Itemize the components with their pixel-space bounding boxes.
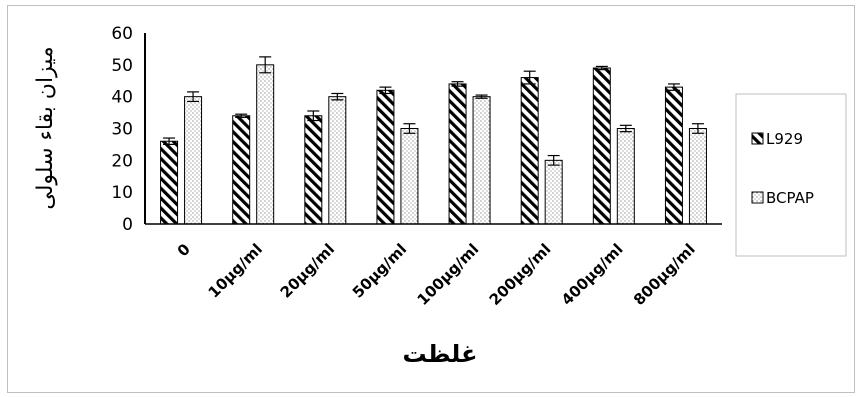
error-bar: [379, 86, 392, 95]
chart-area: [7, 5, 855, 393]
error-bar: [595, 65, 608, 71]
error-bar: [691, 123, 704, 134]
legend-box: [735, 93, 847, 257]
error-bar: [331, 92, 344, 101]
legend-label-bcpap: BCPAP: [766, 189, 814, 207]
x-tick-label: 800µg/ml: [630, 240, 699, 309]
bar-bcpap-6: [616, 128, 635, 225]
bar-bcpap-4: [472, 96, 491, 225]
legend-swatch-bcpap: [751, 191, 764, 204]
x-axis-title: غلظت: [403, 340, 478, 368]
bar-bcpap-2: [328, 96, 347, 225]
x-tick-label: 400µg/ml: [558, 240, 627, 309]
y-tick-label: 40: [111, 88, 133, 108]
bar-l929-1: [232, 115, 251, 225]
bar-bcpap-1: [256, 64, 275, 225]
bar-l929-6: [592, 67, 611, 225]
y-tick-label: 10: [111, 183, 133, 203]
legend-swatch-l929: [751, 132, 764, 145]
error-bar: [547, 154, 560, 166]
error-bar: [163, 137, 176, 146]
y-tick-label: 0: [122, 215, 133, 235]
bar-l929-0: [160, 140, 179, 225]
x-tick-label: 20µg/ml: [277, 240, 338, 301]
bar-bcpap-5: [544, 159, 563, 225]
error-bar: [451, 81, 464, 87]
bar-l929-7: [664, 86, 683, 225]
y-tick-label: 20: [111, 151, 133, 171]
error-bar: [259, 56, 272, 74]
bar-bcpap-0: [184, 96, 203, 225]
legend: L929 BCPAP: [735, 93, 847, 257]
x-tick-label: 10µg/ml: [205, 240, 266, 301]
y-tick-label: 50: [111, 56, 133, 76]
x-tick-label: 200µg/ml: [486, 240, 555, 309]
bar-bcpap-7: [688, 128, 707, 225]
error-bar: [403, 123, 416, 134]
bar-l929-2: [304, 115, 323, 225]
y-tick-label: 30: [111, 120, 133, 140]
bar-l929-5: [520, 77, 539, 225]
error-bar: [523, 70, 536, 85]
x-tick-label: 100µg/ml: [414, 240, 483, 309]
legend-label-l929: L929: [766, 130, 803, 148]
y-axis-title: میزان بقاء سلولی: [33, 46, 58, 209]
y-tick-label: 60: [111, 24, 133, 44]
error-bar: [667, 83, 680, 91]
error-bar: [307, 110, 320, 122]
error-bar: [235, 113, 248, 118]
bar-l929-4: [448, 83, 467, 225]
bar-l929-3: [376, 89, 395, 225]
bar-bcpap-3: [400, 128, 419, 225]
error-bar: [475, 94, 488, 99]
x-tick-label: 50µg/ml: [349, 240, 410, 301]
x-tick-label: 0: [174, 240, 194, 260]
error-bar: [619, 124, 632, 133]
error-bar: [187, 91, 200, 103]
